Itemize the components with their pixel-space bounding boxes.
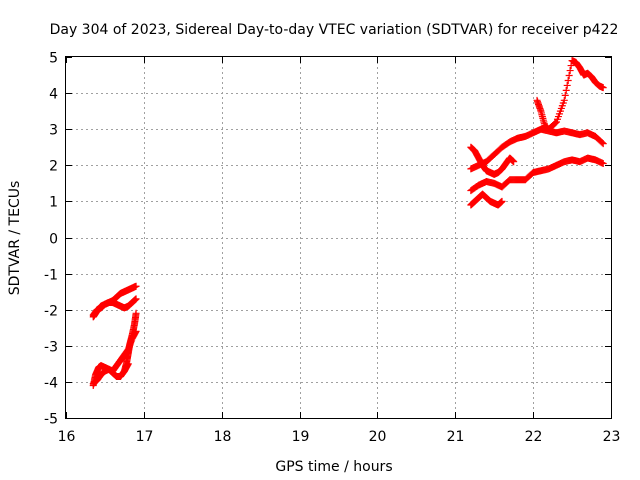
plot-frame bbox=[65, 56, 612, 419]
data-point-marker bbox=[563, 81, 571, 89]
y-tick-label: 1 bbox=[49, 195, 58, 211]
data-markers bbox=[89, 57, 607, 390]
x-tick-label: 20 bbox=[369, 429, 387, 445]
y-tick-label: -1 bbox=[44, 268, 58, 284]
data-point-marker bbox=[567, 62, 575, 70]
y-tick-label: 5 bbox=[49, 51, 58, 67]
y-tick-label: 2 bbox=[49, 159, 58, 175]
data-point-marker bbox=[132, 282, 140, 290]
y-axis-ticks: -5 -4 -3 -2 -1 0 1 2 3 4 5 bbox=[44, 51, 611, 428]
x-axis-label: GPS time / hours bbox=[275, 459, 392, 475]
data-point-marker bbox=[598, 139, 606, 147]
y-tick-label: -2 bbox=[44, 304, 58, 320]
data-point-marker bbox=[498, 197, 506, 205]
x-tick-label: 21 bbox=[447, 429, 465, 445]
y-tick-label: -3 bbox=[44, 340, 58, 356]
x-tick-label: 22 bbox=[525, 429, 543, 445]
data-point-marker bbox=[510, 158, 518, 166]
y-tick-label: 0 bbox=[49, 232, 58, 248]
x-tick-label: 19 bbox=[292, 429, 310, 445]
data-point-marker bbox=[566, 67, 574, 75]
data-point-marker bbox=[565, 72, 573, 80]
data-point-marker bbox=[599, 84, 607, 92]
y-tick-label: -4 bbox=[44, 376, 58, 392]
data-point-marker bbox=[599, 140, 607, 148]
data-point-marker bbox=[564, 76, 572, 84]
grid-lines bbox=[66, 57, 611, 418]
y-tick-label: 4 bbox=[49, 87, 58, 103]
x-axis-ticks: 16 17 18 19 20 21 22 23 bbox=[58, 57, 621, 445]
x-tick-label: 23 bbox=[603, 429, 621, 445]
x-tick-label: 18 bbox=[214, 429, 232, 445]
y-tick-label: -5 bbox=[44, 412, 58, 428]
data-point-marker bbox=[560, 96, 568, 104]
data-point-marker bbox=[552, 119, 560, 127]
y-axis-label: SDTVAR / TECUs bbox=[7, 181, 23, 296]
y-tick-label: 3 bbox=[49, 123, 58, 139]
data-point-marker bbox=[599, 159, 607, 167]
data-point-marker bbox=[132, 327, 140, 335]
x-tick-label: 17 bbox=[136, 429, 154, 445]
data-point-marker bbox=[561, 91, 569, 99]
x-tick-label: 16 bbox=[58, 429, 76, 445]
data-point-marker bbox=[124, 360, 132, 368]
data-point-marker bbox=[562, 86, 570, 94]
chart-title: Day 304 of 2023, Sidereal Day-to-day VTE… bbox=[50, 22, 619, 38]
data-point-marker bbox=[132, 295, 140, 303]
